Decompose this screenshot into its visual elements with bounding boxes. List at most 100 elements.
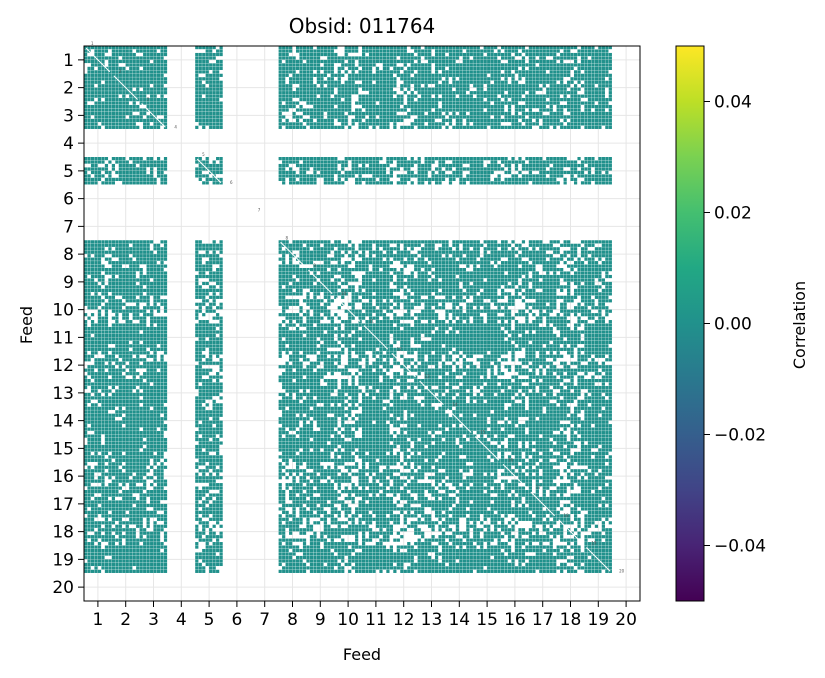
heatmap-cell [480, 174, 484, 178]
heatmap-cell [601, 250, 605, 254]
heatmap-cell [115, 264, 119, 268]
heatmap-cell [549, 157, 553, 161]
heatmap-cell [441, 264, 446, 268]
heatmap-cell [424, 94, 428, 98]
heatmap-cell [278, 49, 282, 53]
heatmap-cell [441, 247, 446, 251]
heatmap-cell [466, 77, 470, 81]
heatmap-cell [539, 52, 543, 57]
heatmap-cell [542, 170, 546, 175]
heatmap-cell [341, 281, 345, 286]
heatmap-cell [573, 73, 578, 77]
heatmap-cell [462, 104, 466, 109]
heatmap-cell [212, 111, 216, 116]
heatmap-cell [355, 91, 359, 95]
heatmap-cell [490, 157, 494, 161]
heatmap-cell [434, 288, 439, 292]
heatmap-cell [122, 170, 126, 175]
heatmap-cell [428, 94, 432, 98]
heatmap-cell [487, 101, 491, 105]
heatmap-cell [97, 264, 102, 268]
heatmap-cell [389, 98, 393, 102]
heatmap-cell [553, 52, 557, 57]
heatmap-cell [118, 52, 122, 57]
heatmap-cell [553, 49, 557, 53]
heatmap-cell [570, 254, 574, 258]
heatmap-cell [573, 101, 578, 105]
heatmap-cell [549, 80, 553, 84]
heatmap-cell [205, 177, 209, 181]
heatmap-cell [573, 70, 578, 74]
heatmap-cell [455, 91, 460, 95]
heatmap-cell [341, 264, 345, 268]
heatmap-cell [101, 111, 105, 116]
heatmap-cell [216, 278, 220, 282]
heatmap-cell [587, 125, 592, 129]
heatmap-cell [156, 77, 161, 81]
heatmap-cell [362, 247, 366, 251]
heatmap-cell [570, 77, 574, 81]
heatmap-cell [219, 278, 223, 282]
heatmap-cell [136, 292, 140, 296]
heatmap-cell [553, 94, 557, 98]
heatmap-cell [542, 268, 546, 272]
heatmap-cell [563, 46, 567, 50]
heatmap-cell [591, 98, 595, 102]
heatmap-cell [97, 49, 102, 53]
heatmap-cell [480, 125, 484, 129]
heatmap-cell [539, 257, 543, 261]
heatmap-cell [316, 247, 321, 251]
heatmap-cell [494, 285, 498, 289]
heatmap-cell [598, 174, 602, 178]
heatmap-cell [375, 261, 380, 265]
heatmap-cell [577, 170, 581, 175]
heatmap-cell [375, 46, 380, 50]
heatmap-cell [132, 56, 136, 60]
heatmap-cell [441, 174, 446, 178]
heatmap-cell [448, 73, 453, 77]
heatmap-cell [438, 91, 442, 95]
heatmap-cell [407, 278, 411, 282]
heatmap-cell [441, 66, 446, 70]
heatmap-cell [90, 73, 95, 77]
heatmap-cell [129, 271, 133, 275]
heatmap-cell [605, 177, 609, 181]
heatmap-cell [146, 52, 150, 57]
heatmap-cell [195, 52, 199, 57]
heatmap-cell [216, 167, 220, 171]
heatmap-cell [556, 77, 560, 81]
heatmap-cell [448, 104, 453, 109]
heatmap-cell [198, 288, 202, 292]
heatmap-cell [108, 111, 112, 116]
heatmap-cell [132, 250, 136, 254]
heatmap-cell [302, 70, 307, 74]
heatmap-cell [459, 170, 463, 175]
heatmap-cell [459, 160, 463, 164]
heatmap-cell [101, 288, 105, 292]
heatmap-cell [289, 125, 293, 129]
heatmap-cell [358, 268, 362, 272]
heatmap-cell [313, 115, 317, 119]
heatmap-cell [309, 177, 314, 181]
heatmap-cell [539, 115, 543, 119]
heatmap-cell [497, 101, 501, 105]
heatmap-cell [278, 122, 282, 126]
heatmap-cell [302, 271, 307, 275]
heatmap-cell [584, 101, 588, 105]
heatmap-cell [337, 59, 341, 64]
heatmap-cell [320, 271, 324, 275]
heatmap-cell [407, 257, 411, 261]
heatmap-cell [209, 122, 213, 126]
heatmap-cell [441, 261, 446, 265]
heatmap-cell [160, 181, 164, 185]
heatmap-cell [466, 46, 470, 50]
heatmap-cell [125, 98, 129, 102]
heatmap-cell [163, 167, 168, 171]
heatmap-cell [487, 274, 491, 279]
heatmap-cell [101, 94, 105, 98]
heatmap-cell [518, 87, 522, 91]
heatmap-cell [205, 87, 209, 91]
heatmap-cell [122, 91, 126, 95]
heatmap-cell [507, 278, 512, 282]
heatmap-cell [511, 125, 515, 129]
